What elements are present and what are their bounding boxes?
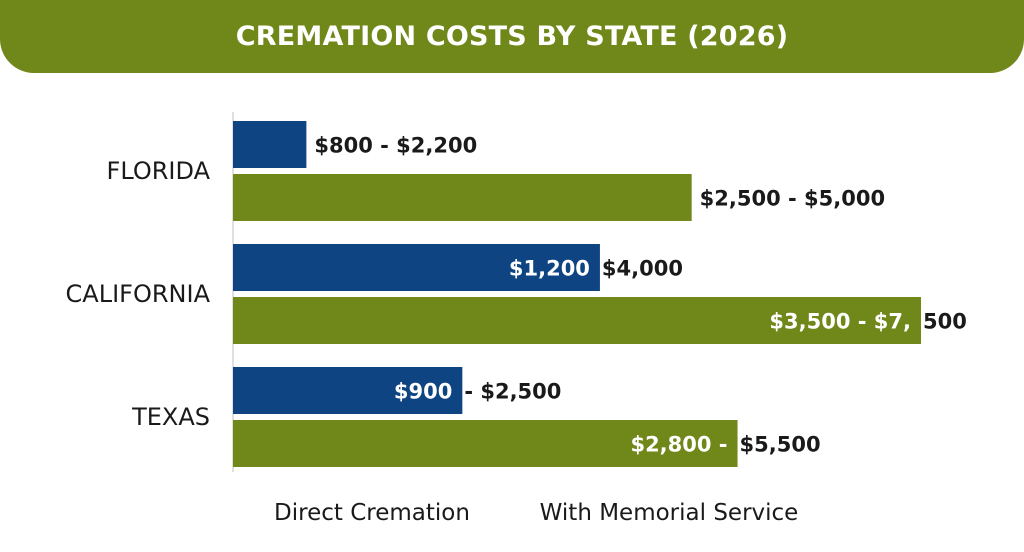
- bar-california-with-memorial-service: [233, 297, 921, 344]
- value-label-inside-california-with-memorial-service: $3,500 - $7,: [769, 310, 911, 334]
- bar-texas-with-memorial-service: [233, 420, 738, 467]
- title-banner: CREMATION COSTS BY STATE (2026): [0, 0, 1024, 73]
- value-label-inside-texas-direct-cremation: $900: [394, 380, 452, 404]
- value-label-inside-texas-with-memorial-service: $2,800 -: [630, 433, 727, 457]
- category-label-florida: FLORIDA: [107, 157, 211, 185]
- value-label-florida-with-memorial-service: $2,500 - $5,000: [700, 187, 885, 211]
- value-label-california-direct-cremation: $4,000: [602, 257, 683, 281]
- value-label-texas-with-memorial-service: $5,500: [740, 433, 821, 457]
- category-label-texas: TEXAS: [131, 403, 210, 431]
- bar-texas-direct-cremation: [233, 367, 463, 414]
- bar-florida-with-memorial-service: [233, 174, 692, 221]
- category-label-california: CALIFORNIA: [66, 280, 211, 308]
- legend-with-memorial-service: With Memorial Service: [540, 500, 799, 526]
- bar-florida-direct-cremation: [233, 121, 307, 168]
- chart-title: CREMATION COSTS BY STATE (2026): [235, 21, 789, 52]
- value-label-inside-california-direct-cremation: $1,200: [509, 257, 590, 281]
- legend-direct-cremation: Direct Cremation: [274, 500, 470, 526]
- value-label-california-with-memorial-service: 500: [923, 310, 967, 334]
- value-label-texas-direct-cremation: - $2,500: [464, 380, 561, 404]
- bar-california-direct-cremation: [233, 244, 600, 291]
- value-label-florida-direct-cremation: $800 - $2,200: [314, 134, 477, 158]
